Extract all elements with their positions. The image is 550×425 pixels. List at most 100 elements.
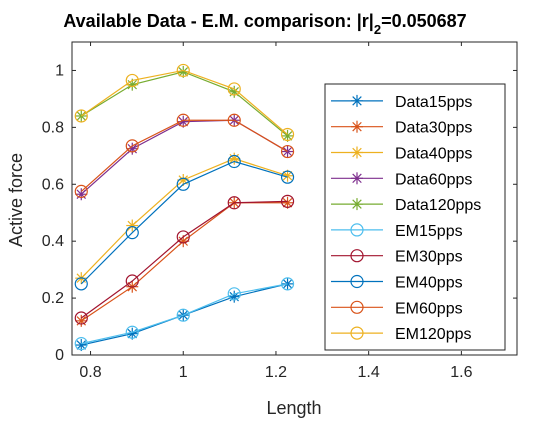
series-em15pps [74,277,295,351]
series-line [80,158,288,279]
plot-area: 0.8 1 1.2 1.4 1.6 0 0.2 0.4 0.6 0.8 1 [42,41,518,381]
data-point [176,177,190,191]
x-tick-label: 1.4 [358,364,380,381]
data-point [350,249,364,263]
series-em120pps [74,63,295,142]
data-point [227,287,241,301]
data-point [125,325,139,339]
y-tick-label: 0 [55,347,64,364]
data-point [125,73,139,88]
legend-entry: EM15pps [331,223,463,240]
data-point [280,170,295,184]
series-data120pps [75,65,294,142]
x-axis-label: Length [266,398,321,418]
x-tick-label: 1.2 [265,364,287,381]
marker-stroke [178,175,188,185]
y-tick-label: 0.4 [42,233,64,250]
data-point [350,326,364,340]
data-point [126,219,139,232]
data-point [350,223,364,237]
data-point [280,277,295,291]
data-point [280,194,295,208]
legend-entry: EM120pps [331,326,472,343]
data-point [281,196,294,209]
data-point [176,63,190,78]
series-data40pps [75,152,294,285]
marker-stroke [282,131,293,141]
legend-entry: Data30pps [331,120,472,137]
legend-entry: EM40pps [331,275,463,292]
data-point [125,226,139,240]
data-point [351,94,363,107]
legend-entry: Data60pps [331,171,472,188]
marker-stroke [282,170,293,181]
chart-title-subscript: 2 [374,22,381,37]
series-em60pps [74,113,295,198]
data-point [227,82,241,96]
data-point [280,127,295,142]
marker-stroke [127,220,138,231]
data-point [350,300,364,314]
x-tick-label: 1 [179,364,188,381]
data-point [74,311,88,325]
data-point [351,172,363,185]
legend-entry: Data15pps [331,94,472,111]
y-tick-label: 1 [55,62,64,79]
data-point [74,337,88,351]
marker-stroke [352,96,362,106]
axes-box [71,41,518,356]
y-axis-label: Active force [6,153,26,247]
data-point [227,154,241,169]
legend-label: Data60pps [395,171,472,188]
series-line [80,202,288,322]
data-point [227,113,241,127]
data-point [75,339,88,352]
data-point [351,198,363,211]
series-em40pps [74,154,295,291]
marker-stroke [352,199,362,209]
data-point [75,314,88,327]
legend-label: Data15pps [395,94,472,111]
y-tick-label: 0.6 [42,176,64,193]
legend-label: EM120pps [395,326,472,343]
data-point [280,144,295,159]
data-point [177,115,190,128]
x-tick-label: 1.6 [450,364,472,381]
legend-label: Data120pps [395,197,481,214]
marker-stroke [352,121,362,132]
chart-title: Available Data - E.M. comparison: |r|2=0… [63,11,466,37]
marker-stroke [76,340,87,350]
marker-stroke [127,79,138,90]
series-line [80,69,288,135]
series-data60pps [75,114,294,201]
marker-stroke [178,116,188,127]
marker-stroke [178,67,188,77]
x-tick-label: 0.8 [79,364,101,381]
legend-entry: Data120pps [331,197,481,214]
data-point [176,308,190,322]
legend-entry: EM30pps [331,249,463,266]
data-point [125,139,139,153]
data-point [74,184,88,198]
chart-title-main: Available Data - E.M. comparison: |r| [63,11,373,31]
series-line [80,200,288,319]
y-tick-label: 0.2 [42,290,64,307]
data-point [351,120,363,133]
marker-stroke [282,198,293,208]
legend-label: EM15pps [395,223,463,240]
series-line [80,160,288,285]
series-line [81,283,288,345]
data-point [227,196,241,210]
legend-label: EM30pps [395,249,463,266]
data-point [125,274,139,288]
data-point [75,188,88,201]
data-point [176,230,190,244]
series-line [80,119,288,192]
marker-stroke [352,173,362,184]
legend-label: EM40pps [395,275,463,292]
legend-label: Data30pps [395,120,472,137]
data-point [350,274,364,289]
data-point [74,277,88,291]
legend-entry: EM60pps [331,300,463,317]
